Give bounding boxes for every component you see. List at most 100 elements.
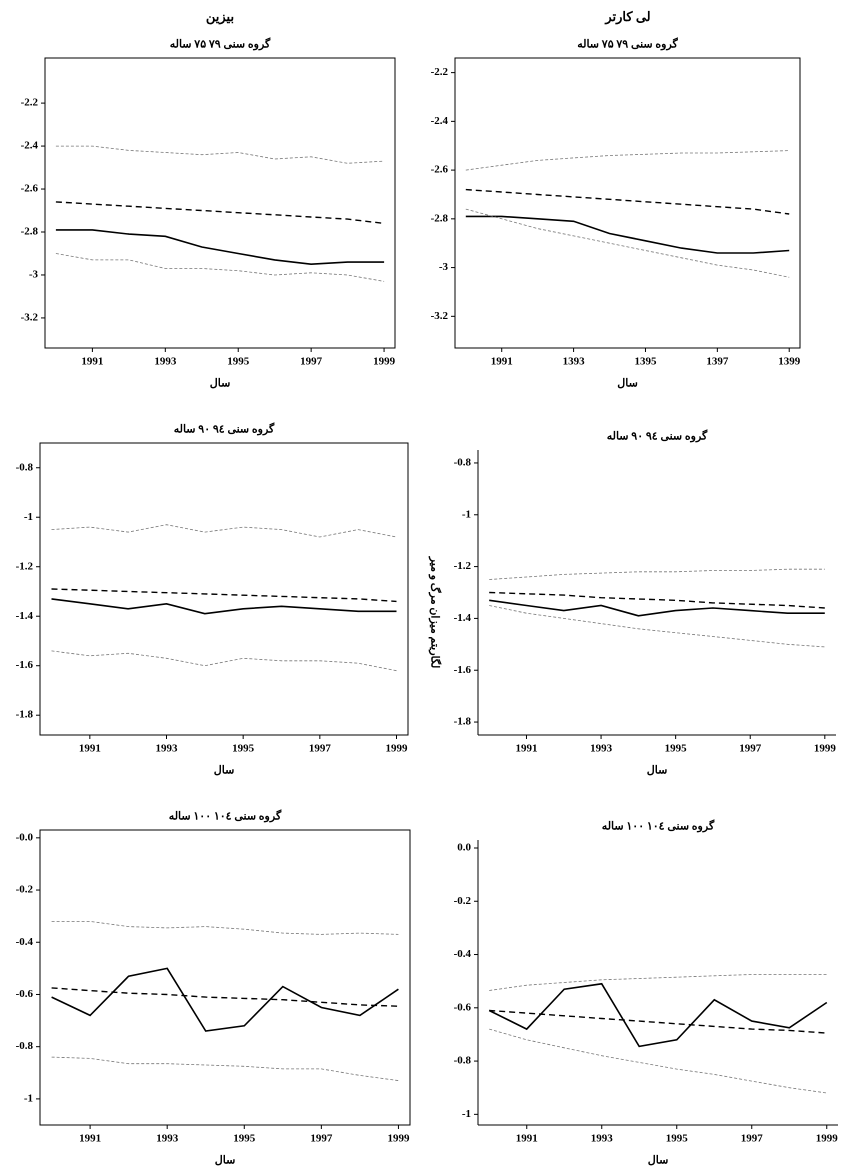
series-line bbox=[51, 650, 397, 672]
y-tick-label: -1.8 bbox=[454, 716, 472, 728]
y-tick-label: -2.4 bbox=[431, 115, 449, 127]
x-tick-label: 1991 bbox=[491, 356, 513, 368]
x-axis-label: سال bbox=[617, 378, 638, 390]
x-axis-label: سال bbox=[648, 1155, 669, 1167]
series-line bbox=[51, 524, 397, 538]
y-tick-label: -2.4 bbox=[21, 140, 39, 152]
y-axis-label: لگاریتم میزان مرگ و میر bbox=[428, 556, 442, 669]
x-tick-label: 1997 bbox=[300, 356, 323, 368]
series-line bbox=[465, 188, 790, 215]
y-tick-label: -0.6 bbox=[16, 988, 34, 1000]
x-tick-label: 1999 bbox=[816, 1133, 839, 1145]
x-tick-label: 1993 bbox=[590, 743, 613, 755]
x-axis-label: سال bbox=[647, 765, 668, 777]
y-tick-label: -1.4 bbox=[16, 610, 34, 622]
x-tick-label: 1995 bbox=[665, 743, 688, 755]
series-line bbox=[488, 982, 828, 1048]
series-line bbox=[489, 591, 825, 609]
y-tick-label: -1 bbox=[462, 508, 471, 520]
x-tick-label: 1993 bbox=[591, 1133, 614, 1145]
y-tick-label: -0.4 bbox=[16, 936, 34, 948]
series-line bbox=[51, 588, 397, 603]
y-tick-label: -0.8 bbox=[454, 1055, 472, 1067]
x-tick-label: 1993 bbox=[156, 743, 179, 755]
x-tick-label: 1995 bbox=[233, 1133, 256, 1145]
series-line bbox=[55, 145, 385, 164]
series-line bbox=[465, 215, 790, 254]
y-tick-label: -1 bbox=[462, 1108, 471, 1120]
series-line bbox=[489, 599, 825, 617]
x-tick-label: 1999 bbox=[373, 356, 396, 368]
y-tick-label: -1.4 bbox=[454, 612, 472, 624]
series-line bbox=[489, 1028, 827, 1094]
x-tick-label: 1995 bbox=[232, 743, 255, 755]
y-tick-label: -2.8 bbox=[431, 212, 449, 224]
y-tick-label: -1.2 bbox=[454, 560, 472, 572]
series-line bbox=[489, 605, 825, 648]
plot-frame bbox=[44, 57, 396, 349]
x-axis-label: سال bbox=[214, 765, 235, 777]
y-tick-label: -2.2 bbox=[21, 97, 39, 109]
x-tick-label: 1997 bbox=[310, 1133, 333, 1145]
y-tick-label: -3.2 bbox=[21, 311, 39, 323]
y-tick-label: -1.8 bbox=[16, 709, 34, 721]
x-tick-label: 1997 bbox=[309, 743, 332, 755]
y-tick-label: -1.6 bbox=[16, 659, 34, 671]
x-axis-label: سال bbox=[210, 378, 231, 390]
x-tick-label: 1993 bbox=[154, 356, 177, 368]
x-tick-label: 1395 bbox=[634, 356, 657, 368]
series-line bbox=[465, 208, 790, 278]
x-tick-label: 1399 bbox=[778, 356, 801, 368]
series-line bbox=[51, 598, 397, 615]
series-line bbox=[489, 974, 827, 991]
chart-title: گروه سنی ۱۰٤ ۱۰۰ ساله bbox=[169, 809, 282, 823]
x-tick-label: 1397 bbox=[706, 356, 729, 368]
series-line bbox=[51, 967, 399, 1032]
x-tick-label: 1991 bbox=[79, 1133, 101, 1145]
series-line bbox=[51, 987, 399, 1007]
chart-title: گروه سنی ۱۰٤ ۱۰۰ ساله bbox=[602, 819, 715, 833]
y-tick-label: -2.6 bbox=[431, 164, 449, 176]
y-tick-label: -1.2 bbox=[16, 560, 34, 572]
x-tick-label: 1993 bbox=[156, 1133, 179, 1145]
x-tick-label: 1991 bbox=[516, 1133, 538, 1145]
y-tick-label: -0.6 bbox=[454, 1001, 472, 1013]
plot-frame bbox=[454, 57, 801, 349]
column-title: لی کارتر bbox=[604, 9, 650, 25]
x-tick-label: 1991 bbox=[515, 743, 537, 755]
y-tick-label: -0.8 bbox=[454, 456, 472, 468]
column-title: بیزین bbox=[206, 9, 234, 25]
chart-title: گروه سنی ۹٤ ۹۰ ساله bbox=[607, 429, 708, 443]
series-line bbox=[51, 1056, 399, 1081]
y-tick-label: -0.8 bbox=[16, 461, 34, 473]
x-tick-label: 1997 bbox=[739, 743, 762, 755]
x-axis-label: سال bbox=[215, 1155, 236, 1167]
chart-title: گروه سنی ۹٤ ۹۰ ساله bbox=[174, 422, 275, 436]
y-tick-label: -1.6 bbox=[454, 664, 472, 676]
series-line bbox=[489, 1009, 827, 1034]
series-line bbox=[55, 201, 385, 225]
x-tick-label: 1999 bbox=[386, 743, 409, 755]
x-tick-label: 1393 bbox=[563, 356, 586, 368]
y-tick-label: -2.2 bbox=[431, 66, 449, 78]
y-tick-label: 0.0 bbox=[457, 842, 471, 854]
y-tick-label: -0.2 bbox=[454, 895, 472, 907]
y-tick-label: -2.6 bbox=[21, 183, 39, 195]
x-tick-label: 1997 bbox=[741, 1133, 764, 1145]
y-tick-label: -0.8 bbox=[16, 1040, 34, 1052]
series-line bbox=[55, 229, 385, 266]
chart-title: گروه سنی ۷۹ ۷۵ ساله bbox=[577, 37, 678, 51]
plot-frame bbox=[39, 829, 411, 1126]
y-tick-label: -3 bbox=[29, 268, 39, 280]
x-tick-label: 1999 bbox=[814, 743, 837, 755]
y-tick-label: -2.8 bbox=[21, 226, 39, 238]
x-tick-label: 1995 bbox=[227, 356, 250, 368]
y-tick-label: -0.0 bbox=[16, 831, 34, 843]
plot-frame bbox=[39, 442, 409, 736]
y-tick-label: -0.4 bbox=[454, 948, 472, 960]
chart-title: گروه سنی ۷۹ ۷۵ ساله bbox=[170, 37, 271, 51]
series-line bbox=[465, 150, 790, 171]
series-line bbox=[489, 568, 825, 580]
y-tick-label: -3.2 bbox=[431, 310, 449, 322]
